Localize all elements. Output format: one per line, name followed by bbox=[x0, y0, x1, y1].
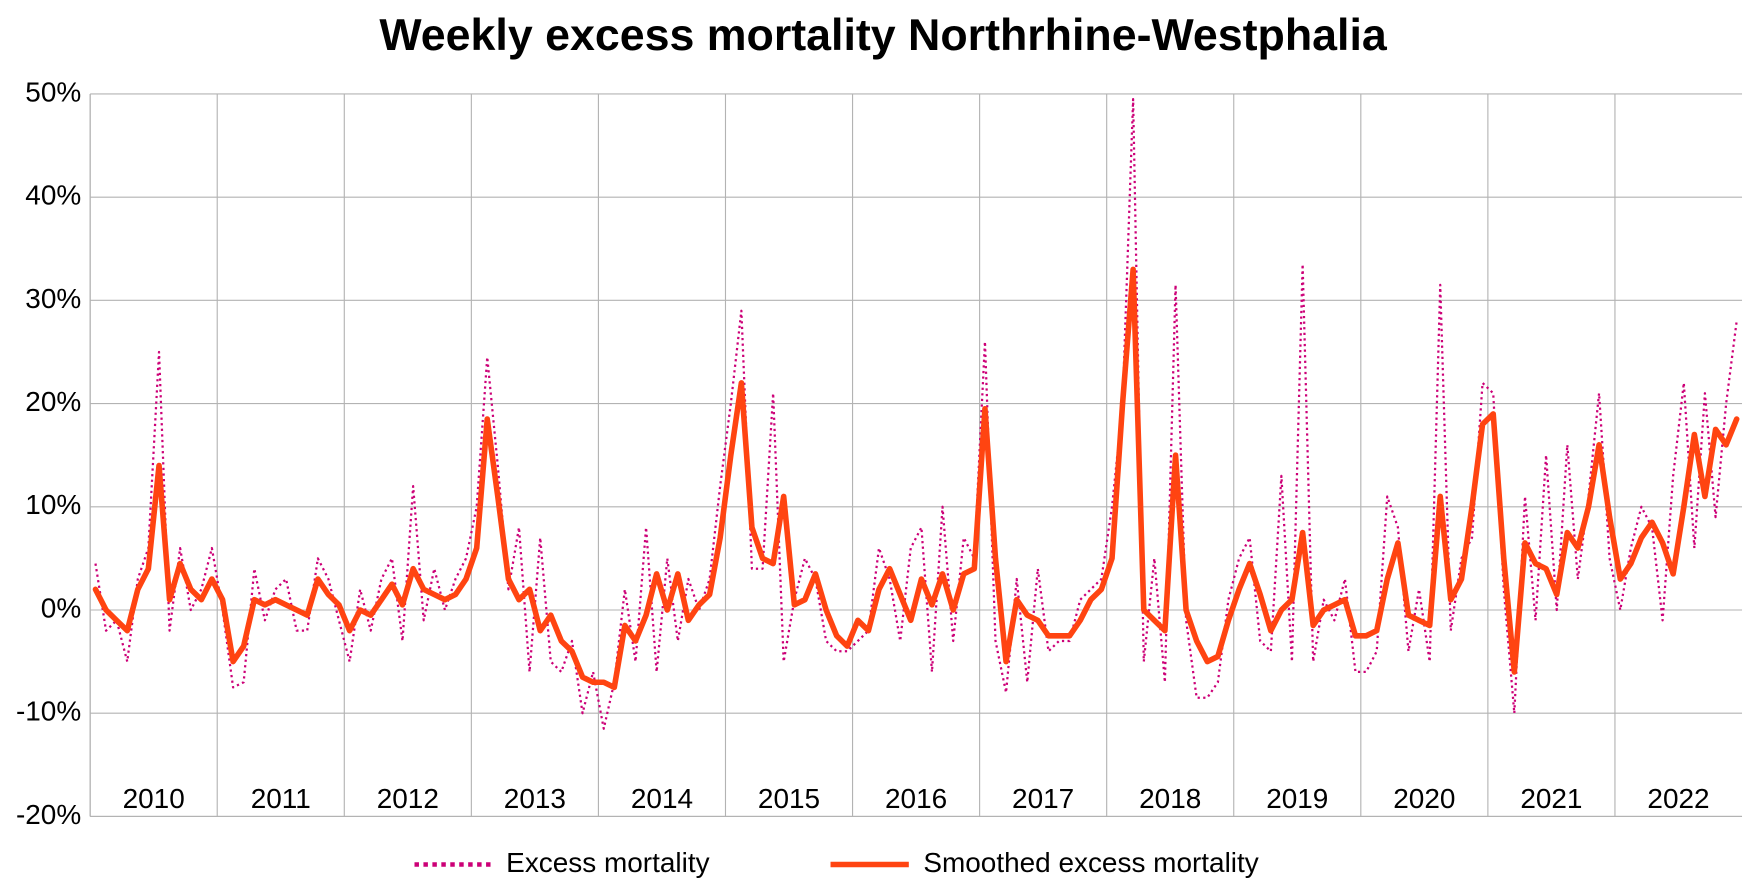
y-tick-label: -20% bbox=[16, 799, 81, 830]
y-tick-label: -10% bbox=[16, 696, 81, 727]
x-tick-label: 2016 bbox=[885, 783, 947, 814]
legend-label: Excess mortality bbox=[506, 847, 709, 878]
x-tick-label: 2022 bbox=[1647, 783, 1709, 814]
y-tick-label: 40% bbox=[25, 180, 81, 211]
x-tick-label: 2013 bbox=[504, 783, 566, 814]
x-tick-label: 2014 bbox=[631, 783, 693, 814]
chart-title: Weekly excess mortality Northrhine-Westp… bbox=[379, 11, 1387, 60]
y-tick-label: 10% bbox=[25, 489, 81, 520]
x-tick-label: 2012 bbox=[377, 783, 439, 814]
y-tick-label: 30% bbox=[25, 283, 81, 314]
x-tick-label: 2011 bbox=[251, 783, 311, 814]
y-tick-label: 0% bbox=[41, 592, 81, 623]
x-tick-label: 2021 bbox=[1520, 783, 1582, 814]
legend-label: Smoothed excess mortality bbox=[923, 847, 1258, 878]
y-tick-label: 50% bbox=[25, 76, 81, 107]
x-tick-label: 2019 bbox=[1266, 783, 1328, 814]
x-tick-label: 2018 bbox=[1139, 783, 1201, 814]
y-tick-label: 20% bbox=[25, 386, 81, 417]
x-tick-label: 2017 bbox=[1012, 783, 1074, 814]
x-tick-label: 2020 bbox=[1393, 783, 1455, 814]
x-tick-label: 2015 bbox=[758, 783, 820, 814]
x-tick-label: 2010 bbox=[123, 783, 185, 814]
series-line bbox=[92, 266, 1740, 691]
